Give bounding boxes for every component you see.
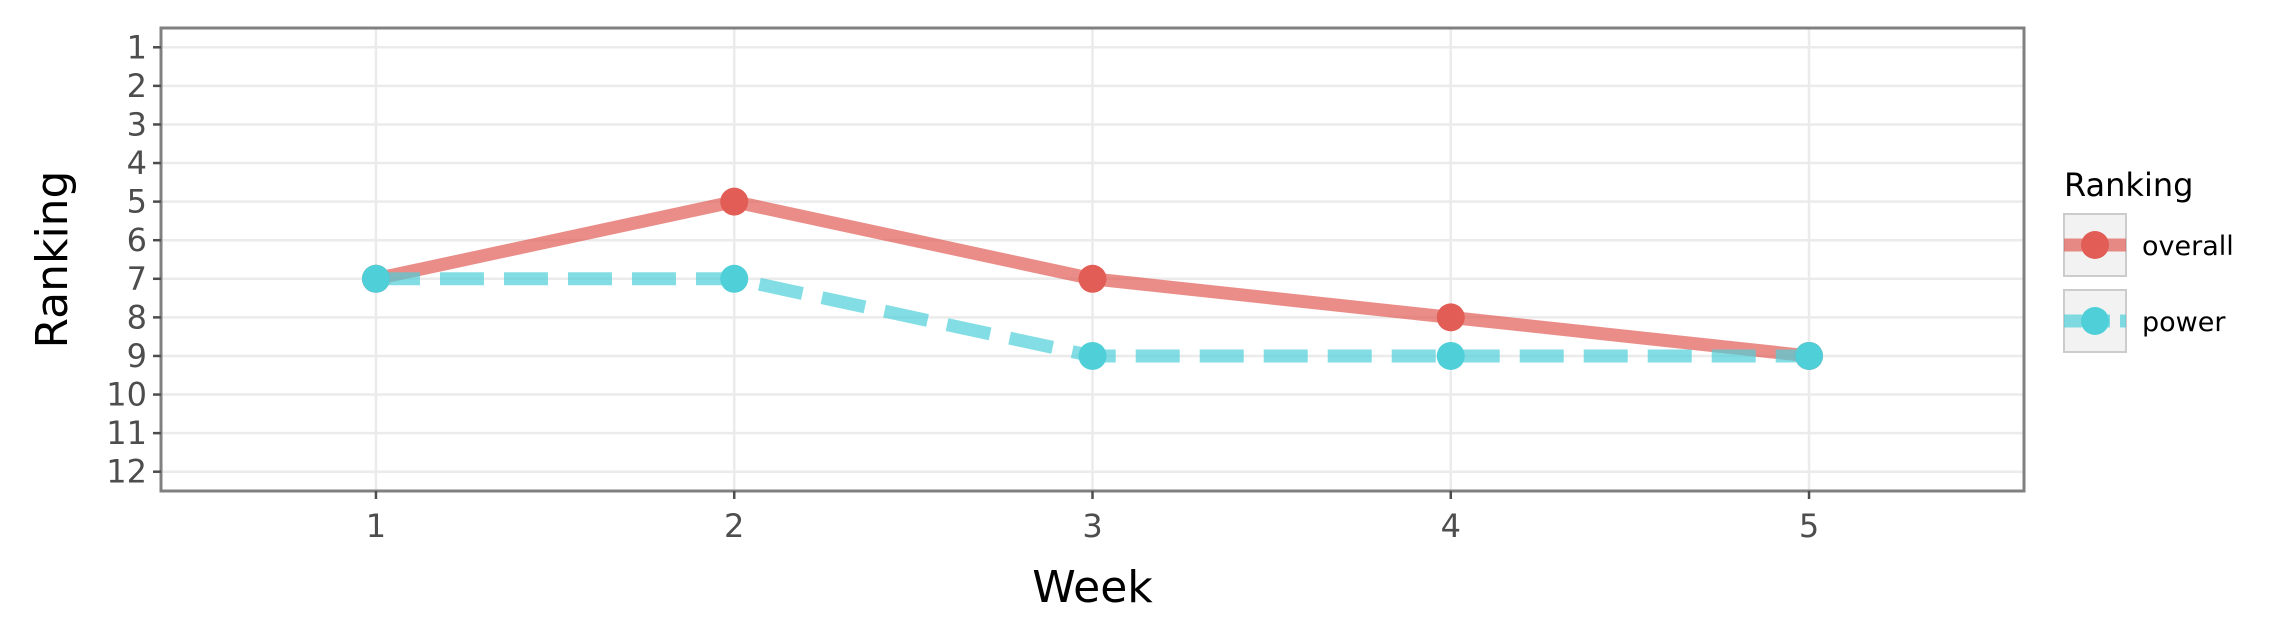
y-tick-label: 7	[127, 260, 147, 298]
x-tick-label: 1	[366, 507, 386, 545]
x-tick-label: 2	[724, 507, 744, 545]
data-point-overall	[1436, 303, 1465, 332]
legend-item-overall: overall	[2063, 213, 2234, 277]
x-tick-label: 5	[1799, 507, 1819, 545]
data-point-power	[1795, 341, 1824, 370]
legend-label: power	[2142, 307, 2226, 338]
y-axis-title: Ranking	[27, 171, 78, 349]
y-tick-label: 9	[127, 337, 147, 375]
data-point-power	[1436, 341, 1465, 370]
y-tick-label: 8	[127, 298, 147, 336]
legend: Ranking overall power	[2063, 166, 2234, 353]
legend-title: Ranking	[2064, 166, 2193, 204]
data-point-power	[720, 264, 749, 293]
legend-label: overall	[2142, 231, 2234, 262]
y-tick-label: 11	[106, 414, 147, 452]
y-tick-label: 10	[106, 376, 147, 414]
data-point-power	[361, 264, 390, 293]
y-tick-label: 6	[127, 221, 147, 259]
x-tick-label: 3	[1082, 507, 1102, 545]
legend-key-point	[2081, 231, 2109, 259]
y-tick-label: 1	[127, 28, 147, 66]
x-axis-title: Week	[1032, 562, 1153, 613]
x-tick-label: 4	[1441, 507, 1461, 545]
y-tick-label: 12	[106, 453, 147, 491]
data-point-overall	[1078, 264, 1107, 293]
y-tick-label: 2	[127, 67, 147, 105]
y-tick-label: 5	[127, 183, 147, 221]
data-point-power	[1078, 341, 1107, 370]
y-tick-label: 4	[127, 144, 147, 182]
series	[361, 187, 1824, 370]
legend-key-point	[2081, 307, 2109, 335]
data-point-overall	[720, 187, 749, 216]
legend-item-power: power	[2063, 289, 2226, 353]
y-tick-label: 3	[127, 105, 147, 143]
